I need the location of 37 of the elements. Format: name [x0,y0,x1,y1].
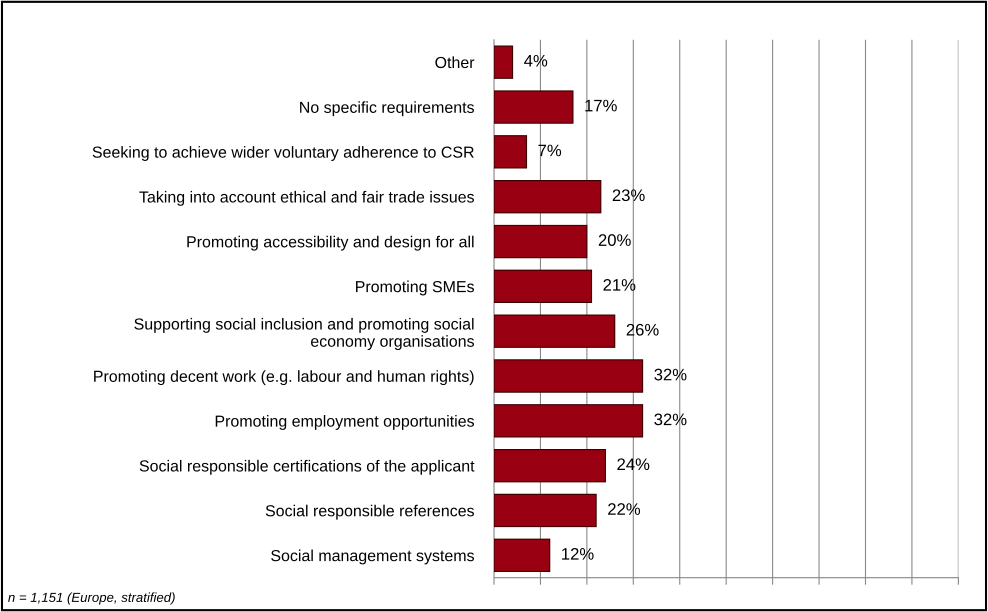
y-tick-label: Promoting decent work (e.g. labour and human rights) [94,370,474,386]
y-tick-label: Promoting accessibility and design for all [187,236,474,251]
bar [494,404,644,438]
bar [494,135,528,169]
data-label: 32% [654,414,686,426]
y-tick-label: Other [435,56,474,68]
data-label: 4% [524,54,548,67]
data-label: 32% [654,368,686,380]
data-label: 23% [612,189,645,202]
y-tick-label: Taking into account ethical and fair trade issues [139,190,474,206]
bar [494,448,606,482]
y-tick-label: Seeking to achieve wider voluntary adherence to CSR [92,146,474,161]
data-label: 21% [603,279,636,291]
bar [494,494,597,528]
data-label: 12% [562,548,594,560]
y-tick-label: Social management systems [271,550,474,564]
bar [494,314,616,348]
bar [494,90,574,124]
y-tick-label: Promoting employment opportunities [216,415,474,430]
bar [494,270,592,304]
data-label: 17% [585,100,617,112]
y-tick-label: No specific requirements [300,101,474,116]
bar [494,224,588,258]
data-label: 22% [608,503,640,515]
y-tick-label: Promoting SMEs [356,280,474,296]
data-label: 7% [538,144,562,156]
bar [494,538,550,572]
y-tick-label: Supporting social inclusion and promoting social economy organisations [134,318,474,350]
data-label: 26% [626,324,659,336]
bar [494,46,514,79]
bar [494,180,602,214]
data-label: 24% [617,458,650,470]
y-tick-label: Social responsible certifications of the applicant [140,460,474,475]
text: n = 1,151 (Europe, stratified) [8,592,175,605]
bar [494,359,644,393]
y-tick-label: Social responsible references [266,504,474,520]
data-label: 20% [598,234,631,246]
